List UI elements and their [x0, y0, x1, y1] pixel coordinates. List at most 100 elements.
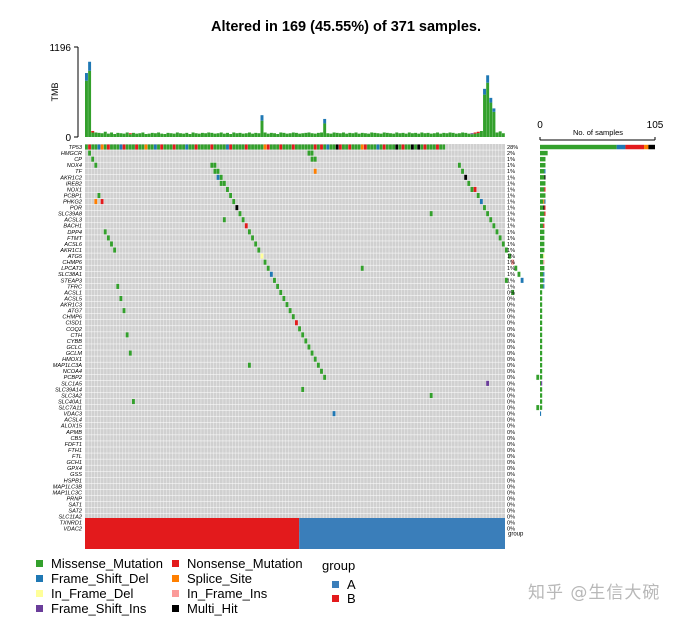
cell-TP53 [351, 144, 355, 150]
cell-LPCAT3 [514, 265, 518, 271]
cell-TP53 [185, 144, 189, 150]
gene-label: FTMT [67, 236, 82, 242]
side-bar-STEAP3 [540, 278, 544, 283]
cell-TP53 [247, 144, 251, 150]
cell-TP53 [229, 144, 233, 150]
tmb-bar-segment [489, 97, 493, 103]
cell-TP53 [128, 144, 132, 150]
gene-pct: 1% [507, 278, 515, 284]
cell-TP53 [332, 144, 336, 150]
gene-pct: 0% [507, 490, 515, 496]
side-bar-POR [543, 205, 545, 210]
gene-label: HMOX1 [62, 357, 82, 363]
tmb-bar [345, 133, 349, 137]
gene-pct: 1% [507, 284, 515, 290]
tmb-bar-segment [470, 133, 474, 135]
cell-PHKG2 [232, 199, 236, 205]
gene-label: CHMP6 [62, 260, 82, 266]
side-bar-PHKG2 [544, 199, 546, 204]
mutation-legend: Missense_Mutation Nonsense_Mutation Frame_… [36, 556, 456, 616]
gene-label: SLC38A1 [58, 272, 82, 278]
tmb-bar [351, 133, 355, 137]
legend-swatch [36, 590, 43, 597]
tmb-bar [298, 133, 302, 137]
legend-label: Multi_Hit [187, 601, 238, 616]
tmb-bar-segment [88, 61, 92, 71]
gene-label: STEAP3 [61, 278, 83, 284]
cell-TP53 [298, 144, 301, 150]
cell-SLC39A14 [301, 386, 305, 392]
gene-pct: 0% [507, 339, 515, 345]
tmb-min-label: 0 [65, 133, 71, 144]
cell-CHMP6 [263, 259, 267, 265]
cell-TP53 [360, 144, 364, 150]
cell-TP53 [345, 144, 348, 150]
gene-pct: 0% [507, 509, 515, 515]
cell-TP53 [323, 144, 327, 150]
tmb-bar [147, 133, 151, 137]
cell-TP53 [354, 144, 358, 150]
cell-TP53 [175, 144, 179, 150]
gene-label: GCLM [66, 351, 83, 357]
gene-label: FTL [72, 454, 82, 460]
cell-TP53 [432, 144, 436, 150]
gene-pct: 28% [507, 145, 518, 151]
tmb-bar-segment [128, 133, 132, 135]
tmb-bar [323, 123, 327, 137]
cell-TP53 [316, 144, 320, 150]
gene-pct: 0% [507, 466, 515, 472]
gene-pct: 1% [507, 200, 515, 206]
tmb-bar [404, 133, 408, 137]
gene-label: HMGCR [61, 151, 82, 157]
tmb-bar [310, 133, 314, 137]
cell-TP53 [125, 144, 129, 150]
tmb-bar [238, 132, 242, 137]
cell-PHKG2 [479, 199, 483, 205]
legend-label: In_Frame_Del [51, 586, 134, 601]
tmb-bar [301, 133, 305, 137]
cell-TP53 [207, 144, 211, 150]
tmb-bars [85, 61, 505, 137]
gene-pct: 1% [507, 206, 515, 212]
tmb-bar [251, 133, 255, 137]
tmb-bar [338, 133, 342, 137]
tmb-bar [132, 132, 135, 137]
cell-DPP4 [495, 229, 499, 235]
side-bar-VDAC3 [540, 411, 542, 416]
side-bar-TP53 [644, 144, 649, 150]
cell-TP53 [97, 144, 101, 150]
tmb-bar [363, 133, 367, 137]
gene-label: SLC40A1 [58, 399, 82, 405]
tmb-bar [194, 133, 198, 137]
cell-TP53 [216, 144, 220, 150]
cell-LPCAT3 [360, 265, 364, 271]
cell-TP53 [91, 144, 95, 150]
side-bar-CYBB [540, 338, 543, 344]
tmb-bar [479, 130, 483, 137]
tmb-bar [498, 131, 502, 137]
side-bar-SLC39A8 [544, 211, 546, 216]
group-legend-item: B [332, 591, 356, 606]
side-bar-SLC3A2 [540, 393, 543, 398]
cell-ACSL6 [254, 241, 258, 247]
cell-TP53 [404, 144, 408, 150]
cell-TP53 [313, 144, 317, 150]
cell-ATG7 [122, 308, 126, 314]
gene-pct: 1% [507, 193, 515, 199]
side-bar-HMGCR [540, 150, 548, 156]
legend-label: Frame_Shift_Ins [51, 601, 147, 616]
legend-item: In_Frame_Del [36, 586, 133, 601]
side-min-label: 0 [537, 120, 543, 131]
side-bar-TP53 [648, 144, 655, 150]
tmb-bar [197, 133, 201, 137]
cell-ATG5 [260, 253, 264, 259]
side-bar-PCBP1 [540, 193, 546, 198]
gene-label: LPCAT3 [61, 266, 83, 272]
cell-NOX4 [213, 162, 217, 168]
gene-label: CISD1 [66, 321, 82, 327]
tmb-bar [229, 133, 233, 137]
cell-IREB2 [219, 180, 223, 186]
tmb-bar-segment [85, 73, 88, 81]
tmb-axis: 1196 0 TMB [49, 43, 79, 144]
cell-TP53 [235, 144, 239, 150]
